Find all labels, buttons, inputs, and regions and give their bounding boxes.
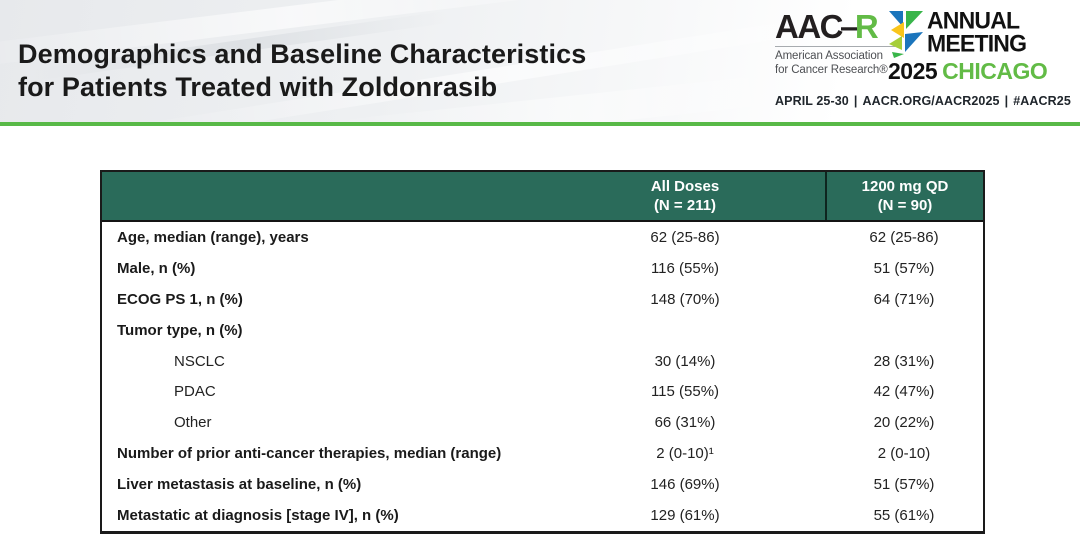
meeting-city: CHICAGO [942,58,1048,84]
row-value-all-doses: 62 (25-86) [650,228,720,246]
aacr-association-line2: for Cancer Research® [775,63,888,76]
table-header-all-doses: All Doses (N = 211) [545,177,825,216]
event-hashtag: #AACR25 [1013,94,1071,108]
event-url: AACR.ORG/AACR2025 [862,94,1000,108]
table-row: PDAC 115 (55%) 42 (47%) [102,376,983,408]
aacr-logo: AAC–R American Association for Cancer Re… [775,10,897,78]
aacr-divider [775,46,895,47]
row-value-1200mg: 2 (0-10) [877,445,931,463]
demographics-table: All Doses (N = 211) 1200 mg QD (N = 90) … [100,170,985,534]
table-row: Liver metastasis at baseline, n (%) 146 … [102,469,983,501]
event-date: APRIL 25-30 [775,94,849,108]
row-value-1200mg: 28 (31%) [873,352,935,370]
annual-meeting-words: ANNUAL MEETING [927,6,1027,57]
row-value-all-doses: 129 (61%) [650,506,720,524]
aacr-wordmark-dash: – [840,8,858,45]
table-row: Number of prior anti-cancer therapies, m… [102,438,983,470]
annual-meeting-bottom: 2025 CHICAGO [888,60,1073,83]
row-value-all-doses: 146 (69%) [650,476,720,494]
qd-header-line1: 1200 mg QD [861,177,949,195]
row-value-all-doses: 148 (70%) [650,290,720,308]
aacr-association-line1: American Association [775,50,883,62]
table-row: Male, n (%) 116 (55%) 51 (57%) [102,252,983,284]
aacr-wordmark-aac: AAC [775,8,844,45]
row-value-1200mg: 42 (47%) [873,383,935,401]
annual-label: ANNUAL [927,6,1020,34]
row-value-all-doses: 30 (14%) [654,352,716,370]
row-label: ECOG PS 1, n (%) [117,290,243,308]
annual-meeting-lockup: ANNUAL MEETING 2025 CHICAGO [888,6,1073,83]
slide-title-line1: Demographics and Baseline Characteristic… [18,39,587,69]
row-value-all-doses: 115 (55%) [650,383,720,401]
qd-header-line2: (N = 90) [877,197,933,214]
row-value-1200mg: 51 (57%) [873,259,935,277]
row-value-all-doses: 2 (0-10)¹ [656,445,714,463]
row-value-all-doses: 116 (55%) [650,259,720,277]
row-label: Liver metastasis at baseline, n (%) [117,476,362,494]
all-doses-header-line2: (N = 211) [653,197,717,214]
row-label: Male, n (%) [117,259,196,277]
table-row: Age, median (range), years 62 (25-86) 62… [102,222,983,253]
row-label: Tumor type, n (%) [117,321,243,339]
table-row: Other 66 (31%) 20 (22%) [102,407,983,439]
meeting-triangles-icon [889,11,923,58]
row-value-1200mg: 64 (71%) [873,290,935,308]
table-header-row: All Doses (N = 211) 1200 mg QD (N = 90) [102,172,983,222]
event-separator: | [1004,94,1009,108]
row-label: Other [174,414,212,432]
table-header-1200mg-qd: 1200 mg QD (N = 90) [825,172,983,220]
row-label: Number of prior anti-cancer therapies, m… [117,445,502,463]
slide-title: Demographics and Baseline Characteristic… [18,38,586,104]
row-label: PDAC [174,383,216,401]
aacr-logo-row: AAC–R American Association for Cancer Re… [775,9,1048,83]
all-doses-header-line1: All Doses [650,177,720,195]
table-row: NSCLC 30 (14%) 28 (31%) [102,345,983,377]
row-value-all-doses: 66 (31%) [654,414,716,432]
row-value-1200mg: 20 (22%) [873,414,935,432]
row-value-1200mg: 62 (25-86) [869,228,939,246]
aacr-wordmark-r: R [854,8,879,45]
aacr-association-text: American Association for Cancer Research… [775,50,897,78]
row-label: Metastatic at diagnosis [stage IV], n (%… [117,506,399,524]
event-separator: | [853,94,858,108]
meeting-label: MEETING [927,29,1027,57]
table-row: ECOG PS 1, n (%) 148 (70%) 64 (71%) [102,283,983,315]
row-value-1200mg: 51 (57%) [873,476,935,494]
meeting-year: 2025 [888,58,938,84]
event-info-line: APRIL 25-30 | AACR.ORG/AACR2025 | #AACR25 [775,94,1071,108]
row-label: Age, median (range), years [117,228,309,246]
aacr-branding: AAC–R American Association for Cancer Re… [775,8,1071,118]
slide-title-line2: for Patients Treated with Zoldonrasib [18,72,498,103]
table-row: Tumor type, n (%) [102,314,983,346]
row-value-1200mg: 55 (61%) [873,506,935,524]
aacr-wordmark: AAC–R [775,10,897,43]
table-row: Metastatic at diagnosis [stage IV], n (%… [102,500,983,531]
header-banner: Demographics and Baseline Characteristic… [0,0,1080,126]
row-label: NSCLC [174,352,225,370]
annual-meeting-top: ANNUAL MEETING [888,6,1073,58]
